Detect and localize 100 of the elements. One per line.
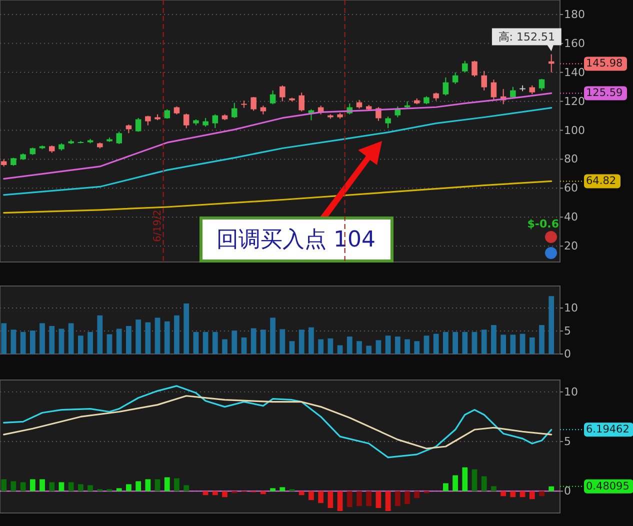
bar [78,484,84,492]
bar [539,491,544,496]
bar [193,332,199,354]
data-label: 0.48095 [586,480,630,492]
bar [184,485,190,492]
bar [520,491,526,498]
bar [222,491,228,498]
bar [404,339,410,354]
data-label: 64.82 [586,175,616,188]
bar [366,346,372,354]
y-tick-label: 0 [564,484,571,498]
y-tick-label: 40 [564,210,578,224]
y-tick-label: 180 [564,8,585,21]
bar [376,491,382,508]
bar [164,477,170,492]
bar [145,479,151,492]
bar [136,481,142,492]
bar [452,332,458,354]
bar [356,341,362,354]
bar [385,491,391,512]
bar [404,491,410,504]
bar [308,327,314,354]
bar [308,491,314,500]
line-series [3,385,552,458]
data-label: 125.59 [586,87,623,100]
candlestick [462,60,468,73]
bar [222,339,228,354]
bar [126,326,132,354]
candlestick [250,96,256,112]
bar [97,315,103,354]
bar [481,476,487,492]
bar [270,488,276,492]
bar [356,491,362,506]
bar [298,491,304,496]
bar [174,315,180,354]
bar [202,332,208,354]
y-tick-label: 5 [564,324,571,338]
candlestick [116,131,122,145]
bar [491,325,496,354]
bar [78,336,84,354]
candlestick [183,113,190,129]
bar [202,491,208,496]
bar [443,332,448,354]
bar [529,491,535,500]
bar [10,330,16,354]
y-tick-label: 160 [564,36,585,50]
bar [414,491,420,498]
bar [337,345,343,354]
bar [443,483,448,492]
bar [184,303,190,354]
bar [289,341,295,354]
bar [116,488,122,492]
annotation: $-0.6 [527,218,560,230]
y-tick-label: 140 [564,66,585,79]
bar [68,323,74,354]
candlestick [452,72,458,84]
bar [154,479,160,492]
bar [481,330,487,354]
candlestick [280,84,286,102]
bar [280,329,286,354]
bar [106,334,112,354]
bar [232,330,238,354]
bar [433,334,439,354]
bar [58,328,64,354]
bar [68,482,74,492]
bar [318,491,324,504]
y-tick-label: 0 [564,348,571,360]
bar [424,336,430,354]
annotation: 高: 152.51 [498,30,556,44]
bar [510,334,516,354]
bar [472,469,478,492]
bar [520,334,526,354]
bar [280,487,286,492]
bar [241,337,247,354]
bar [500,491,506,496]
bar [472,332,478,354]
line-series [3,92,552,180]
bar [510,491,516,498]
bar [154,318,160,354]
annotation: 6/19/2 [152,210,164,242]
candlestick [394,106,401,118]
bar [116,328,122,354]
bar [318,339,324,354]
y-tick-label: 60 [564,182,578,195]
y-tick-label: 100 [564,124,585,137]
text: 145.98 [586,58,623,70]
bar [260,491,266,494]
bar [462,467,468,492]
bar [346,336,352,354]
candlestick [442,76,449,96]
bar [126,484,132,492]
bar [500,334,506,354]
y-tick-label: 5 [564,435,571,448]
bar [49,482,55,492]
bar [30,479,36,492]
candlestick [212,114,218,129]
bar [548,486,554,492]
bar [164,321,170,354]
bar [491,486,496,492]
candlestick [490,79,497,102]
